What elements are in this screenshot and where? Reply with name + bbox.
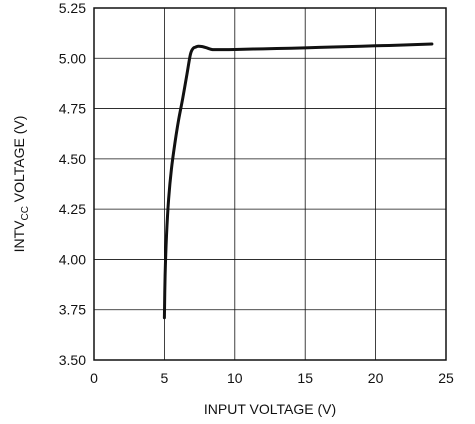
plot-frame <box>93 7 447 361</box>
x-tick-label: 20 <box>368 370 384 386</box>
y-axis-label-main: INTV <box>11 220 27 253</box>
y-tick-label: 3.75 <box>59 302 86 318</box>
x-axis-label: INPUT VOLTAGE (V) <box>204 401 336 417</box>
y-tick-label: 5.25 <box>59 0 86 16</box>
y-tick-label: 4.25 <box>59 201 86 217</box>
x-tick-label: 25 <box>438 370 454 386</box>
y-tick-label: 4.50 <box>59 151 86 167</box>
series-line <box>162 42 434 320</box>
y-tick-label: 5.00 <box>59 50 86 66</box>
tick-labels: 0 5 10 15 20 25 3.50 3.75 4.00 4.25 4.50 4.75 5.00 5.… <box>59 0 454 386</box>
y-axis-label: INTVCC VOLTAGE (V) <box>11 116 31 253</box>
grid <box>94 8 446 360</box>
x-tick-label: 15 <box>297 370 313 386</box>
x-tick-label: 5 <box>161 370 169 386</box>
x-tick-label: 0 <box>90 370 98 386</box>
y-tick-label: 4.00 <box>59 251 86 267</box>
y-axis-label-rest: VOLTAGE (V) <box>11 116 27 207</box>
y-tick-label: 4.75 <box>59 101 86 117</box>
y-axis-label-subscript: CC <box>20 206 31 220</box>
y-tick-label: 3.50 <box>59 352 86 368</box>
series-layer <box>162 42 434 320</box>
x-tick-label: 10 <box>227 370 243 386</box>
